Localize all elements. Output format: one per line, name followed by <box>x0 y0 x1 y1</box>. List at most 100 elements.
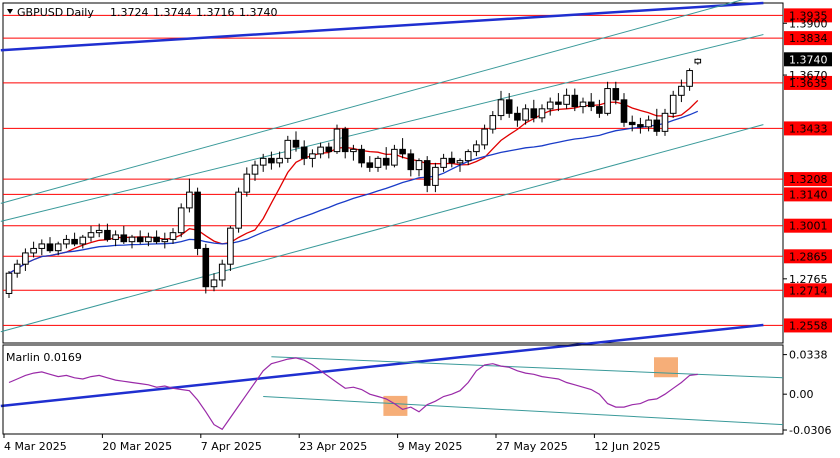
indicator-tick-label-0.0338: 0.0338 <box>789 349 828 362</box>
level-tag-1.2714: 1.2714 <box>789 284 828 297</box>
candle-body-55 <box>456 160 464 164</box>
level-tag-1.3935: 1.3935 <box>789 9 828 22</box>
candle-body-84 <box>694 58 702 64</box>
candle-body-35 <box>292 139 300 148</box>
candle-body-42 <box>350 148 357 153</box>
price-axis: 1.3935 1.3834 1.3635 1.3433 1.3208 1.3140 1.30… <box>783 8 832 333</box>
candle-body-69 <box>571 94 579 108</box>
candle-body-75 <box>620 99 628 123</box>
candle-body-22 <box>186 191 193 209</box>
candle-body-50 <box>415 160 423 171</box>
chart-title: GBPUSD Daily 1.3724 1.3744 1.3716 1.3740 <box>7 6 278 19</box>
candle-body-79 <box>653 119 661 132</box>
price-tick-label-1.3900: 1.3900 <box>789 17 828 30</box>
channel-line-middle <box>0 34 764 222</box>
level-tag-bg-1.2558 <box>784 318 832 333</box>
candle-body-36 <box>300 146 308 159</box>
price-panel: 1.3935 1.3834 1.3635 1.3433 1.3208 1.3140 1.30… <box>0 0 832 408</box>
time-label-48: 9 May 2025 <box>398 440 463 453</box>
candle-body-38 <box>317 146 324 155</box>
candle-body-29 <box>243 173 251 193</box>
collapse-triangle-icon[interactable] <box>7 9 13 14</box>
title-close: 1.3740 <box>239 6 278 19</box>
candle-body-74 <box>612 88 620 101</box>
candle-body-61 <box>505 99 513 114</box>
indicator-panel-frame <box>2 344 784 435</box>
slow-moving-average <box>8 110 699 274</box>
candle-body-18 <box>153 236 160 243</box>
candle-body-6 <box>54 243 62 252</box>
candle-body-33 <box>276 157 283 164</box>
level-tag-1.3433: 1.3433 <box>789 122 828 135</box>
candle-body-71 <box>587 101 595 108</box>
candle-body-26 <box>218 263 226 281</box>
marlin-line <box>8 357 698 431</box>
upper-blue-trendline <box>0 1 764 52</box>
time-axis: 4 Mar 2025 20 Mar 2025 7 Apr 2025 23 Apr 20… <box>3 434 661 453</box>
level-tag-1.2558: 1.2558 <box>789 319 828 332</box>
level-tag-bg-1.3635 <box>784 75 832 90</box>
level-tag-1.2865: 1.2865 <box>789 250 828 263</box>
candle-body-67 <box>555 101 562 105</box>
candle-body-28 <box>235 191 242 229</box>
candle-body-66 <box>546 101 554 110</box>
candle-body-32 <box>268 157 275 164</box>
candle-body-45 <box>374 157 382 168</box>
indicator-axis: 0.0338 0.00 -0.0306 <box>783 349 831 437</box>
candle-body-53 <box>440 157 447 168</box>
candle-body-9 <box>79 236 87 245</box>
candle-body-48 <box>399 148 406 155</box>
candle-body-70 <box>579 101 587 108</box>
price-tick-label-1.2765: 1.2765 <box>789 273 828 286</box>
support-resistance-levels <box>3 14 783 326</box>
trend-lines <box>0 0 764 408</box>
lower-blue-trendline <box>0 323 764 408</box>
candle-body-19 <box>161 238 169 243</box>
candle-body-83 <box>686 70 693 87</box>
candle-body-16 <box>136 236 144 243</box>
indicator-highlight-1 <box>654 357 678 378</box>
level-tag-1.3635: 1.3635 <box>789 77 828 90</box>
indicator-label: Marlin 0.0169 <box>6 351 82 364</box>
candle-body-4 <box>38 243 46 249</box>
time-label-60: 27 May 2025 <box>496 440 568 453</box>
indicator-tick-label--0.0306: -0.0306 <box>789 424 831 437</box>
candle-body-68 <box>563 94 570 105</box>
candles <box>5 58 702 298</box>
candle-body-47 <box>391 148 398 166</box>
candle-body-81 <box>669 94 677 114</box>
candle-body-39 <box>325 146 333 153</box>
candle-body-73 <box>604 88 611 114</box>
candle-body-72 <box>596 106 603 114</box>
candle-body-24 <box>202 247 210 288</box>
time-label-72: 12 Jun 2025 <box>594 440 660 453</box>
title-symbol: GBPUSD <box>17 6 63 19</box>
price-tick-label-1.3670: 1.3670 <box>789 69 828 82</box>
candle-body-12 <box>104 229 111 240</box>
indicator-tick-label-0.00: 0.00 <box>789 388 814 401</box>
candle-body-60 <box>497 99 505 117</box>
candle-body-51 <box>423 160 431 186</box>
title-high: 1.3744 <box>153 6 192 19</box>
candle-body-40 <box>333 128 341 153</box>
level-tag-bg-1.2865 <box>784 249 832 264</box>
candle-body-7 <box>63 238 70 245</box>
time-label-12: 20 Mar 2025 <box>102 440 172 453</box>
time-label-24: 7 Apr 2025 <box>201 440 262 453</box>
candle-body-13 <box>112 234 119 240</box>
marlin-indicator-panel: 0.0338 0.00 -0.0306 Marlin 0.0169 <box>2 344 831 437</box>
candle-body-41 <box>341 128 349 153</box>
candle-body-78 <box>645 119 652 128</box>
candle-body-20 <box>169 232 177 240</box>
candle-body-25 <box>210 279 218 288</box>
candle-body-5 <box>46 243 54 252</box>
candle-body-46 <box>382 157 390 166</box>
time-label-36: 23 Apr 2025 <box>299 440 367 453</box>
level-tag-bg-1.3433 <box>784 121 832 136</box>
candle-body-30 <box>251 164 259 175</box>
candle-body-31 <box>259 157 267 166</box>
current-price-tag-bg <box>784 52 832 67</box>
candle-body-57 <box>473 144 480 153</box>
candle-body-11 <box>95 229 103 234</box>
